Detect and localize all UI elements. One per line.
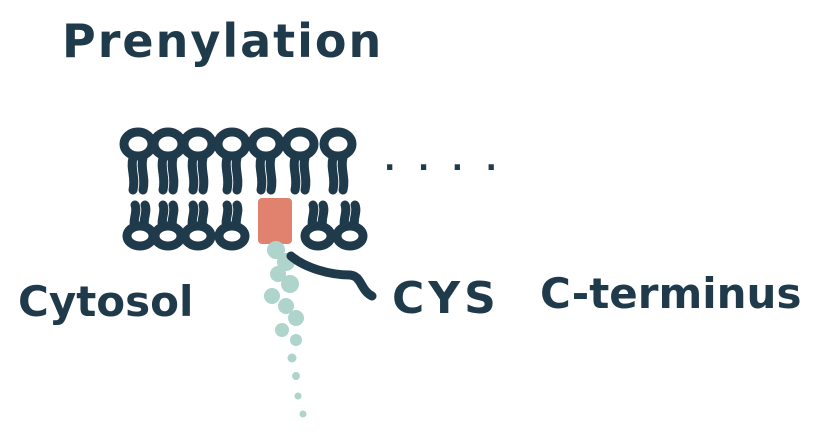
lipid-tail-upper	[231, 153, 243, 195]
lipid-tail-upper	[157, 153, 169, 195]
peptide-bead	[299, 410, 307, 418]
peptide-bead	[264, 288, 280, 304]
label-cytosol: Cytosol	[18, 277, 193, 326]
lipid-tail-upper	[187, 153, 199, 195]
lipid-tail-upper	[327, 153, 339, 195]
peptide-bead	[278, 298, 294, 314]
continuation-marks: . . . .	[384, 143, 503, 178]
lipid-head-lower	[180, 221, 216, 251]
diagram-title: Prenylation	[62, 14, 383, 68]
label-cys: CYS	[392, 273, 500, 324]
peptide-bead	[267, 241, 285, 259]
cys-anchor-block	[258, 198, 292, 244]
lipid-head-upper	[319, 127, 357, 161]
peptide-bead	[281, 275, 299, 293]
lipid-tail-upper	[137, 153, 149, 195]
peptide-chain	[264, 241, 307, 418]
peptide-bead	[292, 372, 300, 380]
lipid-tail-upper	[127, 153, 139, 195]
peptide-bead	[294, 392, 302, 400]
lipid-head-upper	[213, 127, 251, 161]
lipid-tail-upper	[221, 153, 233, 195]
peptide-bead	[287, 353, 297, 363]
lipid-tail-upper	[197, 153, 209, 195]
peptide-bead	[275, 323, 289, 337]
lipid-head-upper	[179, 127, 217, 161]
cys-pointer-line	[286, 251, 377, 301]
lipid-tail-upper	[337, 153, 349, 195]
lipid-head-lower	[150, 221, 186, 251]
lipid-tail-upper	[255, 153, 267, 195]
lipid-head-lower	[122, 221, 158, 251]
lipid-bilayer	[119, 127, 368, 251]
lipid-head-upper	[281, 127, 319, 161]
lipid-head-lower	[332, 221, 368, 251]
label-c-terminus: C-terminus	[540, 269, 801, 318]
lipid-head-upper	[247, 127, 285, 161]
peptide-bead	[288, 310, 304, 326]
peptide-bead	[290, 334, 302, 346]
lipid-tail-upper	[167, 153, 179, 195]
lipid-head-upper	[149, 127, 187, 161]
peptide-bead	[270, 266, 286, 282]
lipid-head-upper	[119, 127, 157, 161]
lipid-tail-upper	[299, 153, 311, 195]
lipid-head-lower	[300, 221, 336, 251]
lipid-head-lower	[214, 221, 250, 251]
lipid-tail-upper	[289, 153, 301, 195]
lipid-tail-upper	[265, 153, 277, 195]
